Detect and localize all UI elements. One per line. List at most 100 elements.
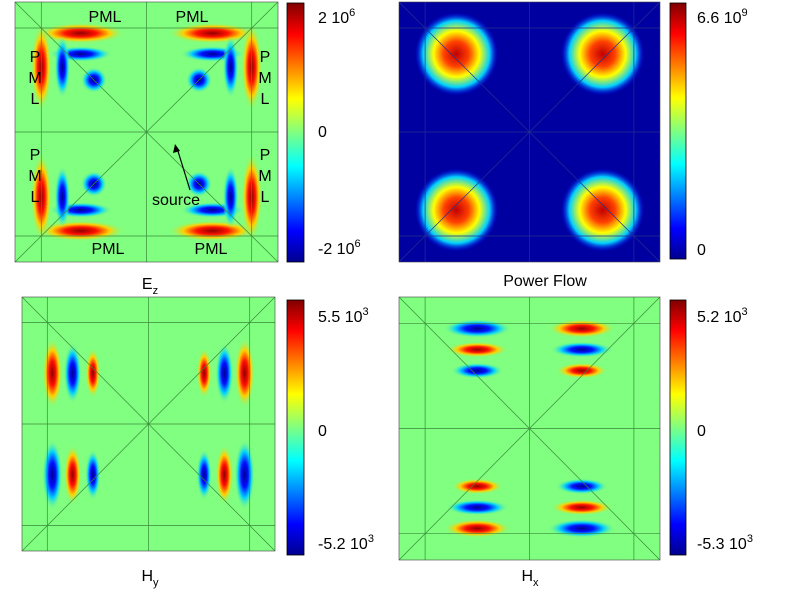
label-exponent: 9: [741, 7, 747, 19]
label-text: -5.3 10: [697, 536, 747, 553]
field-lobe: [555, 362, 608, 379]
plot-border: [21, 296, 276, 552]
pml-side-letter: M: [28, 168, 41, 185]
field-lobe: [54, 165, 71, 229]
pml-label: PML: [92, 241, 125, 258]
field-lobe: [42, 337, 63, 409]
field-lobe: [451, 362, 504, 379]
field-lobe: [550, 499, 614, 516]
caption-subscript: x: [533, 577, 539, 589]
field-lobe: [560, 168, 645, 252]
label-text: 6.6 10: [697, 10, 742, 27]
caption: Power Flow: [503, 273, 587, 290]
colorbar-label: -5.3 103: [697, 533, 753, 553]
field-lobe: [42, 439, 63, 511]
caption-text: Power Flow: [503, 273, 587, 290]
plot-border: [398, 1, 661, 263]
source-label: source: [152, 192, 200, 209]
label-text: 0: [318, 124, 327, 141]
field-lobe: [414, 12, 499, 96]
caption: Hy: [141, 568, 159, 589]
colorbar-label: 5.5 103: [318, 306, 369, 326]
pml-side-letter: P: [30, 147, 41, 164]
caption-text: H: [521, 568, 533, 585]
colorbar-label: 5.2 103: [697, 306, 748, 326]
field-lobe: [547, 519, 616, 538]
plot-border: [398, 296, 661, 561]
mesh-line: [399, 297, 660, 560]
label-text: 0: [697, 423, 706, 440]
pml-side-letter: P: [30, 49, 41, 66]
field-lobe: [560, 12, 645, 96]
colorbar-label: 2 106: [318, 7, 355, 27]
mesh-line: [22, 297, 275, 551]
label-exponent: 6: [354, 238, 360, 250]
caption-text: H: [141, 568, 153, 585]
field-lobe: [215, 342, 234, 404]
pml-label: PML: [89, 9, 122, 26]
pml-side-letter: P: [260, 49, 271, 66]
label-text: 2 10: [318, 10, 349, 27]
label-text: -2 10: [318, 241, 355, 258]
source-arrow: [176, 147, 191, 191]
caption-text: E: [142, 276, 153, 293]
field-lobe: [414, 168, 499, 252]
mesh-line: [15, 2, 278, 262]
pml-label: PML: [195, 241, 228, 258]
pml-side-letter: L: [31, 189, 40, 206]
label-exponent: 3: [368, 533, 374, 545]
field-lobe: [85, 449, 101, 501]
pml-label: PML: [176, 9, 209, 26]
field-lobe: [443, 519, 512, 538]
field-lobe: [222, 35, 239, 99]
field-lobe: [550, 341, 614, 358]
field-lobe: [222, 165, 239, 229]
label-exponent: 3: [747, 533, 753, 545]
field-lobe: [234, 439, 255, 511]
field-lobe: [547, 319, 616, 338]
colorbar: [286, 299, 305, 556]
caption-subscript: z: [153, 285, 159, 297]
label-text: 0: [318, 423, 327, 440]
label-exponent: 3: [362, 306, 368, 318]
field-plot: [399, 2, 660, 262]
field-lobe: [443, 319, 512, 338]
colorbar-label: -5.2 103: [318, 533, 374, 553]
field-lobe: [445, 341, 509, 358]
field-plot: [399, 297, 660, 560]
pml-side-letter: L: [31, 91, 40, 108]
colorbar-label: 0: [318, 423, 327, 440]
source-arrowhead: [173, 144, 180, 153]
label-text: 5.5 10: [318, 309, 363, 326]
caption: Ez: [142, 276, 158, 297]
field-lobe: [196, 347, 212, 399]
field-lobe: [85, 347, 101, 399]
pml-side-letter: P: [260, 147, 271, 164]
pml-side-letter: M: [258, 70, 271, 87]
plot-border: [14, 1, 279, 263]
label-exponent: 3: [741, 306, 747, 318]
pml-side-letter: M: [28, 70, 41, 87]
pml-side-letter: L: [261, 189, 270, 206]
field-lobe: [445, 499, 509, 516]
colorbar-label: 0: [318, 124, 327, 141]
colorbar-label: -2 106: [318, 238, 361, 258]
pml-side-letter: M: [258, 168, 271, 185]
field-lobe: [63, 342, 82, 404]
colorbar: [669, 2, 687, 260]
label-text: -5.2 10: [318, 536, 368, 553]
mesh-line: [399, 2, 660, 262]
colorbar-label: 6.6 109: [697, 7, 748, 27]
field-plot: [15, 2, 278, 262]
pml-side-letter: L: [261, 91, 270, 108]
colorbar: [286, 2, 305, 263]
field-lobe: [63, 444, 82, 506]
field-lobe: [196, 449, 212, 501]
colorbar-label: 0: [697, 423, 706, 440]
field-lobe: [234, 337, 255, 409]
field-lobe: [54, 35, 71, 99]
caption: Hx: [521, 568, 539, 589]
label-text: 5.2 10: [697, 309, 742, 326]
field-lobe: [451, 478, 504, 495]
